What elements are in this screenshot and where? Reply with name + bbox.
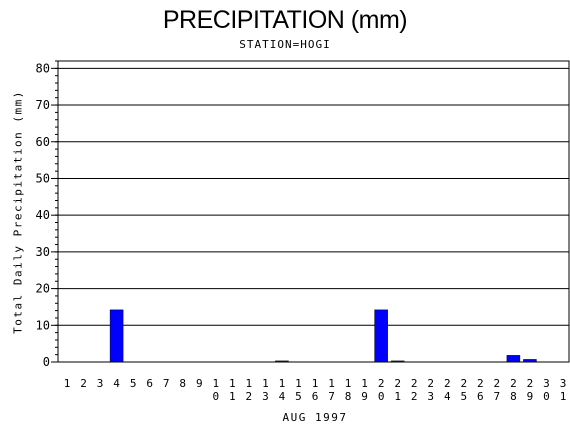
y-tick-label: 40 xyxy=(36,208,50,222)
y-tick-label: 0 xyxy=(43,355,50,369)
x-tick-label: 9 xyxy=(361,390,368,403)
x-tick-label: 0 xyxy=(543,390,550,403)
x-tick-label: 2 xyxy=(427,377,434,390)
x-tick-label: 6 xyxy=(146,377,153,390)
x-tick-label: 8 xyxy=(179,377,186,390)
x-tick-label: 2 xyxy=(246,390,253,403)
x-tick-label: 8 xyxy=(510,390,517,403)
x-tick-label: 7 xyxy=(494,390,501,403)
x-tick-label: 1 xyxy=(64,377,71,390)
bar-day-21 xyxy=(390,360,405,363)
y-tick-label: 20 xyxy=(36,282,50,296)
x-tick-label: 1 xyxy=(279,377,286,390)
y-tick-label: 60 xyxy=(36,135,50,149)
bar-day-20 xyxy=(374,309,388,363)
x-tick-label: 7 xyxy=(163,377,170,390)
x-tick-label: 1 xyxy=(229,377,236,390)
bar-day-4 xyxy=(109,309,124,363)
x-tick-label: 1 xyxy=(328,377,335,390)
y-tick-label: 80 xyxy=(36,61,50,75)
x-tick-label: 3 xyxy=(427,390,434,403)
x-tick-label: 8 xyxy=(345,390,352,403)
x-tick-label: 2 xyxy=(494,377,501,390)
x-axis-label: AUG 1997 xyxy=(282,411,348,424)
x-tick-label: 2 xyxy=(411,377,418,390)
x-tick-label: 4 xyxy=(279,390,286,403)
y-tick-label: 30 xyxy=(36,245,50,259)
x-tick-label: 4 xyxy=(444,390,451,403)
x-tick-label: 1 xyxy=(312,377,319,390)
x-tick-label: 1 xyxy=(295,377,302,390)
x-tick-label: 6 xyxy=(477,390,484,403)
x-tick-label: 3 xyxy=(560,377,567,390)
x-tick-label: 2 xyxy=(477,377,484,390)
x-tick-label: 5 xyxy=(460,390,467,403)
y-tick-label: 50 xyxy=(36,171,50,185)
x-tick-label: 1 xyxy=(262,377,269,390)
x-tick-label: 9 xyxy=(527,390,534,403)
x-tick-label: 1 xyxy=(361,377,368,390)
bar-day-14 xyxy=(275,360,289,363)
x-tick-label: 5 xyxy=(295,390,302,403)
x-tick-label: 7 xyxy=(328,390,335,403)
x-tick-label: 5 xyxy=(130,377,137,390)
bar-day-29 xyxy=(523,359,537,363)
bar-day-28 xyxy=(506,355,521,363)
x-tick-label: 3 xyxy=(543,377,550,390)
x-tick-label: 2 xyxy=(378,377,385,390)
x-tick-label: 1 xyxy=(246,377,253,390)
x-tick-label: 0 xyxy=(378,390,385,403)
x-tick-label: 1 xyxy=(560,390,567,403)
x-tick-label: 2 xyxy=(527,377,534,390)
x-tick-label: 1 xyxy=(229,390,236,403)
x-tick-label: 2 xyxy=(444,377,451,390)
x-tick-label: 1 xyxy=(345,377,352,390)
x-tick-label: 2 xyxy=(411,390,418,403)
x-tick-label: 3 xyxy=(97,377,104,390)
plot-frame xyxy=(57,60,570,363)
x-tick-label: 3 xyxy=(262,390,269,403)
x-tick-label: 9 xyxy=(196,377,203,390)
chart-title: PRECIPITATION (mm) xyxy=(162,6,408,34)
x-tick-label: 2 xyxy=(510,377,517,390)
y-tick-label: 70 xyxy=(36,98,50,112)
x-tick-label: 0 xyxy=(212,390,219,403)
x-tick-label: 4 xyxy=(113,377,120,390)
y-tick-label: 10 xyxy=(36,318,50,332)
chart-subtitle: STATION=HOGI xyxy=(239,38,331,51)
x-tick-label: 6 xyxy=(312,390,319,403)
x-tick-label: 2 xyxy=(394,377,401,390)
x-tick-label: 2 xyxy=(460,377,467,390)
x-tick-label: 1 xyxy=(212,377,219,390)
x-tick-label: 1 xyxy=(394,390,401,403)
x-tick-label: 2 xyxy=(80,377,87,390)
